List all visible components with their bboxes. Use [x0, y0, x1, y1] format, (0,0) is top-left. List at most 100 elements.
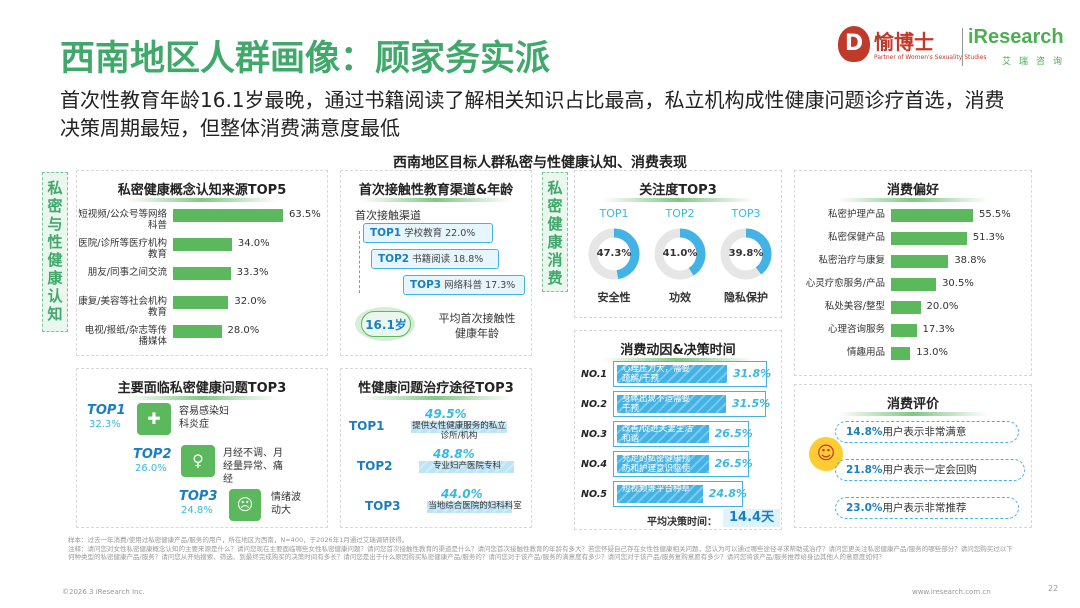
driver-label: 改善/促进夫妻生活和谐 [622, 424, 693, 444]
tab-char: 与 [47, 215, 63, 233]
title-underline [603, 358, 753, 362]
donut-slice [588, 228, 640, 280]
bar-value-label: 13.0% [916, 347, 948, 358]
iresearch-logo-text: iResearch [968, 26, 1064, 48]
bar-value-label: 17.3% [922, 324, 955, 335]
bar-value-label: 28.0% [227, 325, 260, 336]
card-preferences: 消费偏好 私密护理产品 55.5% 私密保健产品 51.3% 私密治疗与康复 38.8% 心… [794, 170, 1032, 376]
card-title: 性健康问题治疗途径TOP3 [358, 381, 514, 396]
problem-top1-label: 容易感染妇科炎症 [179, 406, 229, 430]
page-subtitle: 首次性教育年龄16.1岁最晚，通过书籍阅读了解相关知识占比最高，私立机构成性健康… [60, 88, 1005, 140]
treatment-bar [427, 501, 513, 513]
bar [173, 325, 222, 338]
card-attention: 关注度TOP3 TOP1 47.3% 安全性 TOP2 41.0% 功效 TOP3 39.8%… [574, 170, 782, 318]
tab-char: 健 [47, 251, 63, 269]
treatment-bar [411, 421, 507, 433]
driver-bar [617, 485, 703, 503]
donut-rank: TOP1 [599, 207, 629, 220]
bar-value-label: 33.3% [236, 267, 269, 278]
bar [173, 238, 232, 251]
donut-slice [654, 228, 706, 280]
bar [891, 232, 967, 245]
donut-category: 功效 [669, 291, 691, 304]
bar [891, 347, 911, 360]
problem-top2-label: 月经不调、月经量异常、痛经 [223, 448, 283, 485]
driver-bar [617, 425, 709, 443]
bar-value-label: 20.0% [926, 301, 959, 312]
iresearch-logo-subtext: 艾瑞咨询 [1002, 57, 1071, 67]
tab-char: 健 [547, 215, 563, 233]
smile-face-icon: ☺ [809, 437, 843, 471]
channel-sub-label: 首次接触渠道 [355, 209, 421, 222]
card-title: 消费偏好 [886, 183, 939, 198]
channel-top1: TOP1 学校教育 22.0% [363, 223, 493, 243]
donut-category: 安全性 [597, 291, 631, 304]
bar-value-label: 55.5% [979, 209, 1011, 220]
treatment-rank: TOP3 [365, 499, 401, 513]
donut: 41.0% [653, 227, 707, 281]
bar-value-label: 32.0% [234, 296, 267, 307]
card-drivers: 消费动因&决策时间 NO.1 心理压力大，需要疏解/干预 31.8% NO.2 身体出现… [574, 330, 782, 530]
yubo-logo-icon: D [838, 26, 870, 62]
bar-label: 私密护理产品 [827, 209, 885, 220]
driver-box: 心理压力大，需要疏解/干预 [613, 361, 767, 387]
donut-svg [654, 228, 706, 280]
age-value: 16.1岁 [361, 311, 411, 337]
tab-char: 密 [47, 197, 63, 215]
driver-value: 31.8% [733, 367, 772, 380]
driver-label: 短视频等平台种草 [622, 484, 691, 494]
title-underline [361, 396, 511, 400]
section-heading: 西南地区目标人群私密与性健康认知、消费表现 [393, 155, 687, 171]
driver-value: 26.5% [714, 457, 753, 470]
bar-label: 朋友/同事之间交流 [87, 267, 167, 278]
bar-value-label: 30.5% [942, 278, 974, 289]
bar [891, 301, 921, 314]
driver-bar [617, 365, 727, 383]
bar [173, 209, 283, 222]
treatment-rank: TOP1 [349, 419, 385, 433]
donut: 39.8% [719, 227, 773, 281]
donut-svg [588, 228, 640, 280]
channel-top2: TOP2 书籍阅读 18.8% [371, 249, 499, 269]
problem-top3-label: 情绪波动大 [271, 492, 301, 516]
donut: 47.3% [587, 227, 641, 281]
bar-label: 康复/美容等社会机构教育 [78, 296, 167, 318]
bar-label: 心灵疗愈服务/产品 [805, 278, 885, 289]
tab-char: 费 [547, 269, 563, 287]
problem-top3-value: 24.8% [181, 505, 213, 516]
bar-value-label: 38.8% [954, 255, 987, 266]
donut-value-label: 47.3% [596, 248, 632, 259]
donut-value-label: 41.0% [662, 248, 698, 259]
card-title: 消费评价 [886, 397, 939, 412]
treatment-label: 当地综合医院的妇科科室 [428, 501, 522, 511]
evaluation-repurchase: 21.8%用户表示一定会回购 [835, 459, 1025, 481]
tab-char: 私 [547, 179, 563, 197]
problem-top3-rank: TOP3 [179, 489, 218, 504]
card-title: 主要面临私密健康问题TOP3 [117, 381, 287, 396]
tab-char: 消 [547, 251, 563, 269]
footnote-sample: 样本：过去一年消费/使用过私密健康产品/服务的用户，所在地区为西南，N=400，… [68, 536, 409, 544]
driver-rank: NO.1 [581, 369, 608, 380]
treatment-bar [419, 461, 514, 473]
card-title: 首次接触性教育渠道&年龄 [358, 183, 514, 198]
treatment-label: 提供女性健康服务的私立诊所/机构 [412, 421, 506, 441]
bar [173, 267, 231, 280]
bar-label: 医院/诊所等医疗机构教育 [78, 238, 167, 260]
driver-box: 身体出现不适需要干预 [613, 391, 766, 417]
title-underline [603, 198, 753, 202]
treatment-rank: TOP2 [357, 459, 393, 473]
card-treatment: 性健康问题治疗途径TOP3 TOP1 49.5% 提供女性健康服务的私立诊所/机构 T… [340, 368, 532, 528]
title-underline [127, 396, 277, 400]
tab-char: 认 [47, 287, 63, 305]
decision-time-value: 14.4天 [723, 509, 781, 527]
title-underline [838, 198, 988, 202]
copyright: ©2026.3 iResearch Inc. [62, 588, 145, 596]
pain-person-icon: ♀ [181, 445, 215, 477]
tab-char: 性 [47, 233, 63, 251]
yubo-logo-subtext: Partner of Women's Sexuality Studies [874, 54, 987, 61]
page-title: 西南地区人群画像：顾家务实派 [60, 39, 551, 79]
problem-top1-rank: TOP1 [87, 403, 126, 418]
bar [891, 255, 949, 268]
age-label: 平均首次接触性健康年龄 [438, 312, 516, 340]
donut-value-label: 39.8% [728, 248, 764, 259]
